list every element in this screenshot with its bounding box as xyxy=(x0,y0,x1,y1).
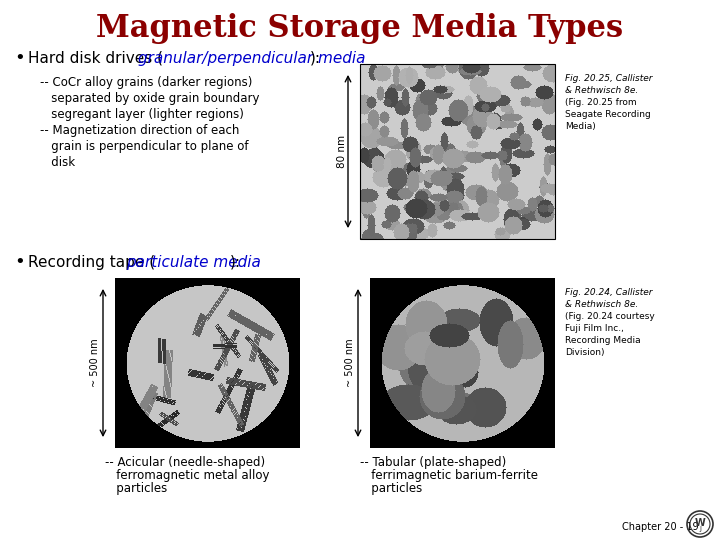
Text: particulate media: particulate media xyxy=(125,254,261,269)
Text: W: W xyxy=(695,518,706,528)
Text: Media): Media) xyxy=(565,122,595,131)
Text: -- Magnetization direction of each: -- Magnetization direction of each xyxy=(40,124,239,137)
Text: Fig. 20.25, Callister: Fig. 20.25, Callister xyxy=(565,74,652,83)
Text: -- Acicular (needle-shaped): -- Acicular (needle-shaped) xyxy=(105,456,265,469)
Text: & Rethwisch 8e.: & Rethwisch 8e. xyxy=(565,300,638,309)
Text: ~ 500 nm: ~ 500 nm xyxy=(90,339,100,387)
Text: (Fig. 20.25 from: (Fig. 20.25 from xyxy=(565,98,636,107)
Text: -- Tabular (plate-shaped): -- Tabular (plate-shaped) xyxy=(360,456,506,469)
Text: J: J xyxy=(699,526,701,532)
Text: segregant layer (lighter regions): segregant layer (lighter regions) xyxy=(40,108,244,121)
Text: 80 nm: 80 nm xyxy=(337,135,347,168)
Text: •: • xyxy=(14,253,24,271)
Text: ~ 500 nm: ~ 500 nm xyxy=(345,339,355,387)
Text: Division): Division) xyxy=(565,348,605,357)
Bar xyxy=(370,278,555,448)
Bar xyxy=(360,64,555,239)
Text: Recording Media: Recording Media xyxy=(565,336,641,345)
Text: disk: disk xyxy=(40,156,75,169)
Text: particles: particles xyxy=(105,482,167,495)
Text: ferromagnetic metal alloy: ferromagnetic metal alloy xyxy=(105,469,269,482)
Text: Seagate Recording: Seagate Recording xyxy=(565,110,651,119)
Text: -- CoCr alloy grains (darker regions): -- CoCr alloy grains (darker regions) xyxy=(40,76,253,89)
Bar xyxy=(115,278,300,448)
Text: ):: ): xyxy=(310,51,321,65)
Text: Fig. 20.24, Callister: Fig. 20.24, Callister xyxy=(565,288,652,297)
Text: Hard disk drives (: Hard disk drives ( xyxy=(28,51,163,65)
Text: (Fig. 20.24 courtesy: (Fig. 20.24 courtesy xyxy=(565,312,654,321)
Text: Magnetic Storage Media Types: Magnetic Storage Media Types xyxy=(96,12,624,44)
Text: grain is perpendicular to plane of: grain is perpendicular to plane of xyxy=(40,140,248,153)
Text: •: • xyxy=(14,49,24,67)
Text: Recording tape (: Recording tape ( xyxy=(28,254,155,269)
Text: ferrimagnetic barium-ferrite: ferrimagnetic barium-ferrite xyxy=(360,469,538,482)
Text: ):: ): xyxy=(230,254,241,269)
Text: separated by oxide grain boundary: separated by oxide grain boundary xyxy=(40,92,259,105)
Text: granular/perpendicular media: granular/perpendicular media xyxy=(138,51,365,65)
Text: & Rethwisch 8e.: & Rethwisch 8e. xyxy=(565,86,638,95)
Text: Chapter 20 - 19: Chapter 20 - 19 xyxy=(622,522,698,532)
Text: particles: particles xyxy=(360,482,422,495)
Text: Fuji Film Inc.,: Fuji Film Inc., xyxy=(565,324,624,333)
